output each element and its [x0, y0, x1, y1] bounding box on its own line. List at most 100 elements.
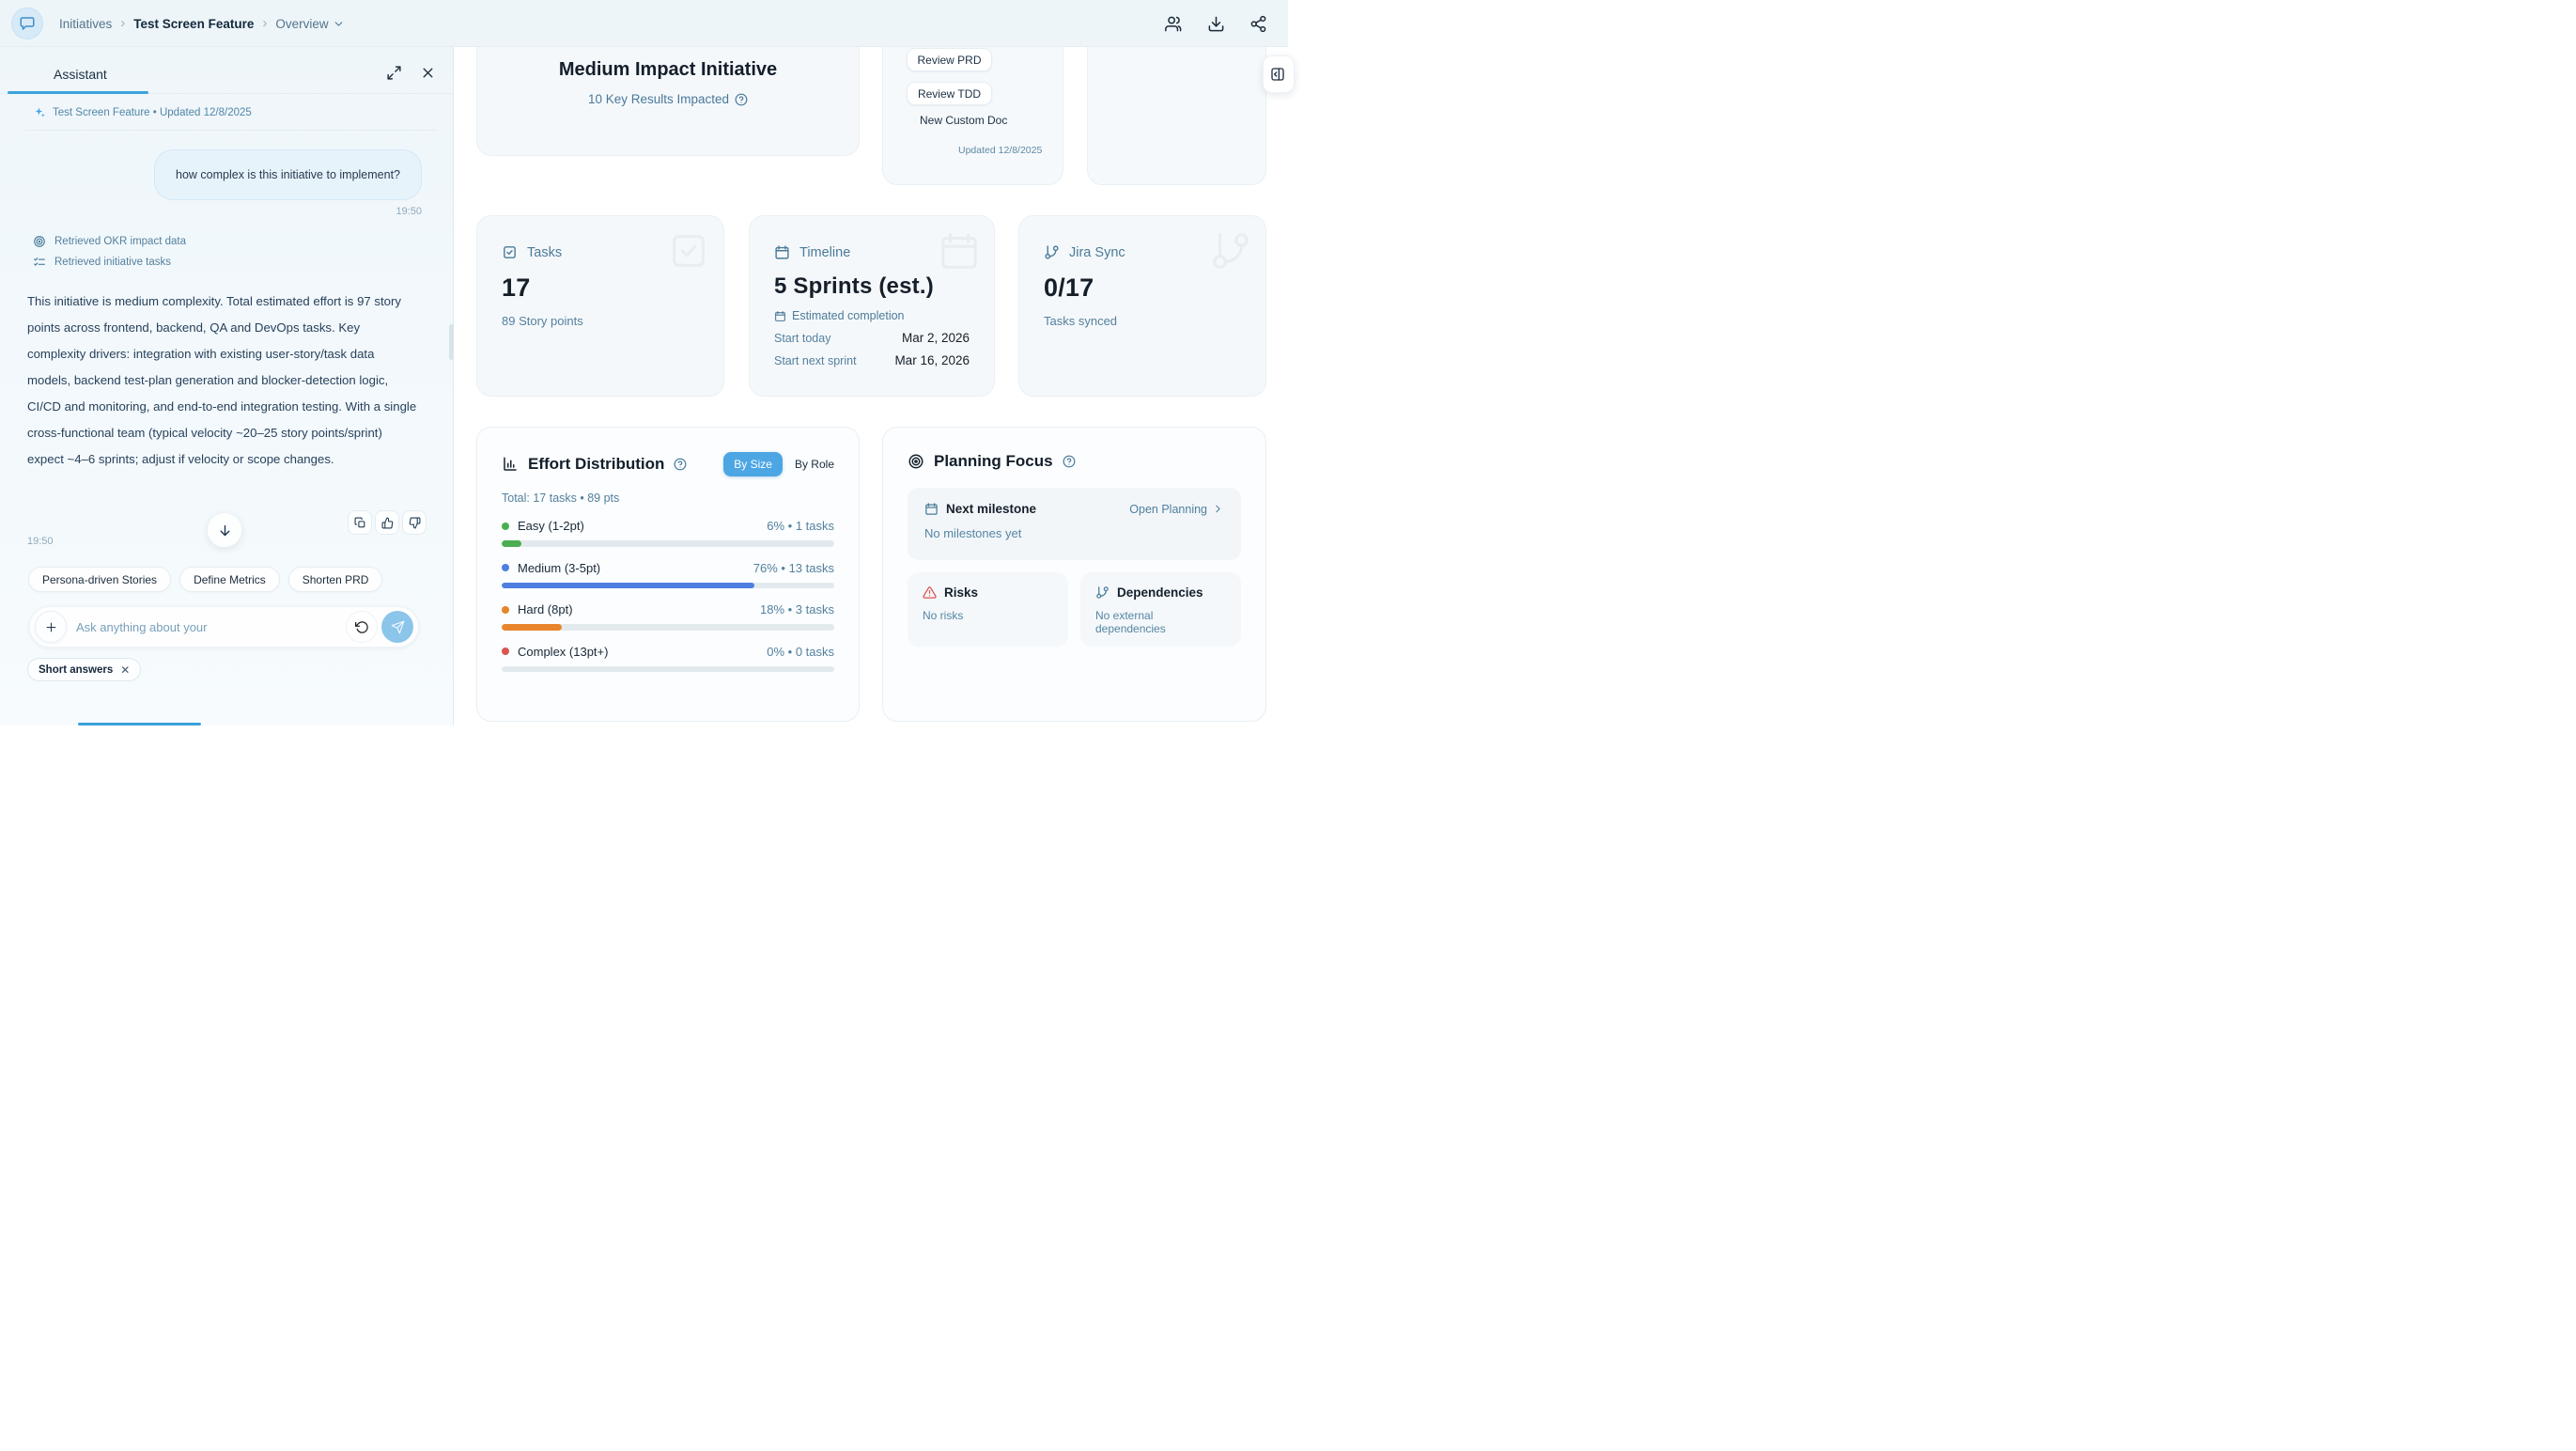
- chevron-right-icon: [1212, 503, 1224, 515]
- suggestion-chips: Persona-driven Stories Define Metrics Sh…: [28, 567, 383, 592]
- review-tdd-button[interactable]: Review TDD: [907, 82, 992, 105]
- topbar-actions: [1165, 0, 1267, 47]
- story-points-label: 89 Story points: [502, 314, 583, 328]
- bullseye-icon: [908, 453, 924, 470]
- copy-button[interactable]: [348, 510, 372, 535]
- assistant-panel: Assistant Test Screen Feature • Updated …: [0, 47, 454, 726]
- suggestion-chip[interactable]: Shorten PRD: [287, 567, 383, 592]
- suggestion-chip[interactable]: Define Metrics: [179, 567, 280, 592]
- filter-chip-short-answers[interactable]: Short answers ✕: [27, 658, 142, 681]
- jira-sync-count: 0/17: [1044, 273, 1094, 302]
- scroll-to-bottom-button[interactable]: [207, 512, 242, 548]
- undo-icon: [354, 620, 369, 634]
- assistant-tab-bar: Assistant: [0, 47, 453, 94]
- close-icon[interactable]: [420, 65, 437, 82]
- breadcrumb-view-selector[interactable]: Overview: [275, 17, 344, 31]
- timeline-row-value: Mar 2, 2026: [901, 331, 970, 345]
- secondary-card: [1087, 34, 1266, 185]
- timeline-row-label: Start today: [774, 331, 831, 345]
- chevron-right-icon: ›: [262, 14, 268, 31]
- effort-row-stat: 18% • 3 tasks: [760, 602, 834, 616]
- jira-card-label: Jira Sync: [1069, 244, 1125, 260]
- thumbs-down-icon: [409, 517, 421, 529]
- effort-row-easy: Easy (1-2pt) 6% • 1 tasks: [502, 519, 834, 547]
- chat-bubble-logo-icon: [19, 15, 36, 32]
- toggle-by-size[interactable]: By Size: [723, 452, 783, 476]
- timeline-row: Start next sprint Mar 16, 2026: [774, 353, 970, 367]
- breadcrumb-initiatives[interactable]: Initiatives: [59, 16, 113, 31]
- git-branch-icon: [1044, 244, 1060, 260]
- remove-filter-icon[interactable]: ✕: [120, 663, 131, 677]
- jira-card-header: Jira Sync: [1044, 244, 1241, 260]
- calendar-icon: [924, 502, 939, 516]
- chevron-down-icon: [333, 18, 345, 30]
- estimated-completion-label: Estimated completion: [792, 309, 905, 322]
- divider: [24, 130, 438, 131]
- thumbs-up-button[interactable]: [375, 510, 399, 535]
- send-button[interactable]: [381, 611, 413, 643]
- easy-dot: [502, 522, 509, 530]
- toggle-by-role[interactable]: By Role: [794, 458, 834, 471]
- arrow-down-icon: [217, 523, 233, 538]
- collapse-right-panel-button[interactable]: [1263, 55, 1295, 93]
- dependencies-label: Dependencies: [1117, 585, 1203, 600]
- estimated-completion: Estimated completion: [774, 309, 970, 322]
- review-prd-button[interactable]: Review PRD: [907, 48, 992, 71]
- timeline-card-label: Timeline: [799, 244, 851, 260]
- breadcrumb: Initiatives › Test Screen Feature › Over…: [59, 0, 345, 47]
- timeline-row-value: Mar 16, 2026: [894, 353, 970, 367]
- download-icon[interactable]: [1207, 15, 1225, 33]
- breadcrumb-view-label: Overview: [275, 16, 329, 31]
- complex-dot: [502, 647, 509, 655]
- panel-resize-handle[interactable]: [449, 324, 454, 360]
- copy-icon: [354, 517, 366, 529]
- help-circle-icon[interactable]: [1063, 455, 1076, 468]
- doc-updated-label: Updated 12/8/2025: [958, 145, 1043, 156]
- open-planning-link[interactable]: Open Planning: [1129, 503, 1224, 516]
- breadcrumb-current[interactable]: Test Screen Feature: [133, 16, 255, 31]
- planning-card-header: Planning Focus: [908, 452, 1241, 471]
- effort-row-label: Medium (3-5pt): [518, 560, 601, 575]
- main-content: Medium Impact Initiative 10 Key Results …: [454, 34, 1295, 726]
- users-icon[interactable]: [1165, 15, 1183, 33]
- tool-step-label: Retrieved OKR impact data: [54, 236, 186, 247]
- horizontal-scroll-indicator[interactable]: [78, 723, 201, 726]
- progress-track: [502, 582, 834, 588]
- effort-row-label: Hard (8pt): [518, 602, 573, 616]
- tasks-stat-card: Tasks 17 89 Story points: [476, 215, 724, 397]
- share-icon[interactable]: [1249, 15, 1267, 33]
- effort-card-header: Effort Distribution By Size By Role: [502, 452, 834, 476]
- new-custom-doc-link[interactable]: New Custom Doc: [920, 114, 1008, 127]
- risks-card: Risks No risks: [908, 572, 1068, 647]
- calendar-icon: [774, 310, 786, 322]
- target-icon: [33, 235, 46, 248]
- reset-conversation-button[interactable]: [346, 611, 378, 643]
- progress-fill: [502, 624, 562, 631]
- planning-title: Planning Focus: [934, 452, 1053, 470]
- medium-dot: [502, 564, 509, 571]
- suggestion-chip[interactable]: Persona-driven Stories: [28, 567, 172, 592]
- add-attachment-button[interactable]: [35, 611, 67, 643]
- next-milestone-card: Next milestone Open Planning No mileston…: [908, 488, 1241, 560]
- expand-icon[interactable]: [386, 65, 403, 82]
- progress-fill: [502, 582, 755, 588]
- app-logo[interactable]: [11, 8, 43, 39]
- timeline-row-label: Start next sprint: [774, 353, 857, 367]
- tab-assistant[interactable]: Assistant: [54, 67, 107, 82]
- hard-dot: [502, 605, 509, 614]
- plus-icon: [44, 620, 58, 634]
- help-circle-icon[interactable]: [735, 93, 748, 106]
- no-risks-text: No risks: [923, 609, 964, 622]
- check-square-icon: [502, 244, 518, 260]
- thumbs-down-button[interactable]: [402, 510, 427, 535]
- impact-summary-card: Medium Impact Initiative 10 Key Results …: [476, 34, 860, 156]
- help-circle-icon[interactable]: [674, 458, 687, 471]
- progress-track: [502, 540, 834, 547]
- chat-input[interactable]: [76, 619, 346, 634]
- tasks-card-label: Tasks: [527, 244, 563, 260]
- timeline-row: Start today Mar 2, 2026: [774, 331, 970, 345]
- assistant-context-label: Test Screen Feature • Updated 12/8/2025: [53, 107, 252, 118]
- tool-step-label: Retrieved initiative tasks: [54, 257, 171, 268]
- dependencies-card: Dependencies No external dependencies: [1080, 572, 1241, 647]
- warning-triangle-icon: [923, 585, 937, 600]
